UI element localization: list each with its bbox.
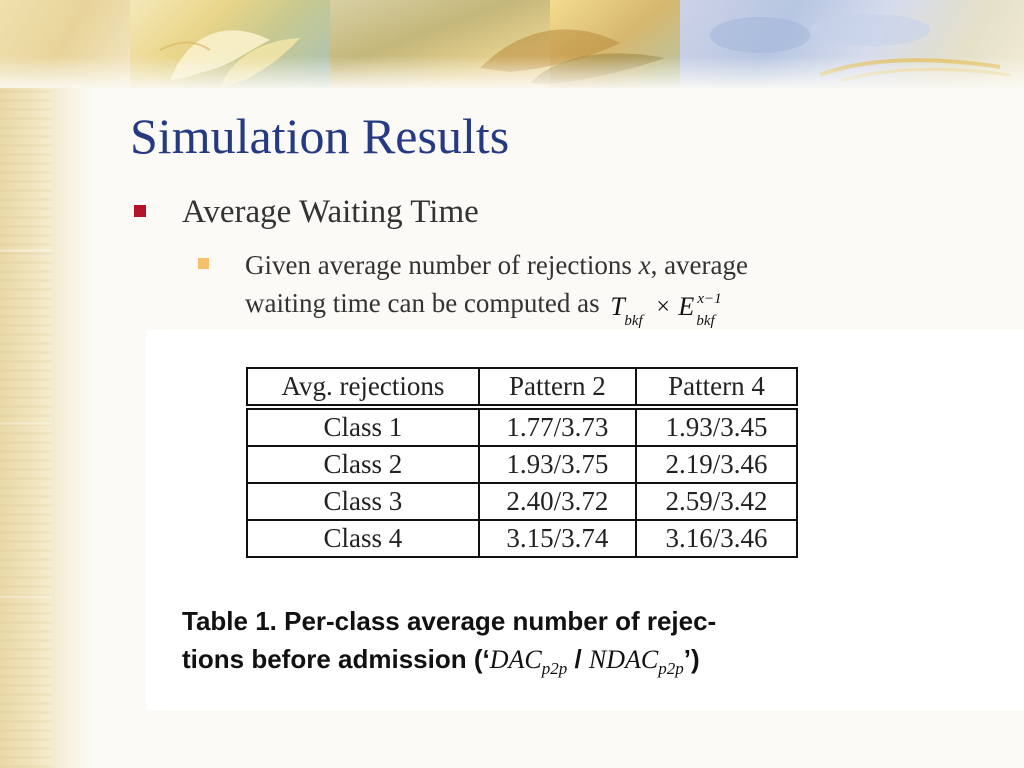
waiting-time-formula: T bkf × E x−1 bkf [606, 284, 726, 329]
bullet-level2-line1: Given average number of rejections x, av… [245, 246, 748, 284]
bullet-square-icon [134, 205, 146, 217]
caption-math-ndac-sub: p2p [658, 659, 684, 679]
bullet-level2-part1: Given average number of rejections [245, 250, 639, 280]
variable-x: x [638, 250, 651, 280]
table-header-row: Avg. rejections Pattern 2 Pattern 4 [246, 367, 799, 410]
caption-math-dac-base: DAC [489, 645, 542, 674]
table-cell: Class 2 [246, 445, 480, 484]
table-header-cell: Pattern 4 [634, 367, 799, 410]
table-cell: Class 4 [246, 519, 480, 558]
caption-suffix: ’) [683, 644, 700, 674]
bullet-level1-text: Average Waiting Time [182, 194, 479, 230]
caption-separator: / [567, 644, 589, 674]
table-header-cell: Pattern 2 [477, 367, 637, 410]
bullet-level2: Given average number of rejections x, av… [196, 246, 916, 330]
table-cell: Class 1 [246, 406, 480, 447]
banner-fade [0, 56, 1024, 88]
caption-line2: tions before admission (‘DACp2p / NDACp2… [182, 640, 882, 688]
formula-E: E [678, 292, 695, 321]
top-decorative-banner [0, 0, 1024, 88]
table-row: Class 1 1.77/3.73 1.93/3.45 [246, 406, 799, 447]
bullet-level2-text: Given average number of rejections x, av… [245, 246, 748, 329]
table-cell: 1.77/3.73 [477, 406, 637, 447]
formula-T: T [610, 292, 625, 321]
rejections-table: Avg. rejections Pattern 2 Pattern 4 Clas… [246, 367, 799, 558]
table-row: Class 2 1.93/3.75 2.19/3.46 [246, 445, 799, 484]
bullet-level1: Average Waiting Time [130, 192, 830, 232]
bullet-level2-line2: waiting time can be computed as T bkf × … [245, 284, 748, 329]
table-cell: 3.16/3.46 [634, 519, 799, 558]
table-cell: 3.15/3.74 [477, 519, 637, 558]
caption-line1: Table 1. Per-class average number of rej… [182, 606, 717, 636]
table-cell: 2.59/3.42 [634, 482, 799, 521]
table-cell: 1.93/3.75 [477, 445, 637, 484]
table-row: Class 3 2.40/3.72 2.59/3.42 [246, 482, 799, 521]
caption-math-ndac: NDACp2p [588, 645, 684, 678]
table-cell: 1.93/3.45 [634, 406, 799, 447]
caption-line2-prefix: tions before admission (‘ [182, 644, 490, 674]
caption-math-dac-sub: p2p [541, 659, 568, 679]
formula-E-subscript: bkf [696, 313, 715, 329]
caption-math-dac: DACp2p [489, 645, 568, 678]
table-row: Class 4 3.15/3.74 3.16/3.46 [246, 519, 799, 558]
table-header-cell: Avg. rejections [246, 367, 480, 410]
table-caption: Table 1. Per-class average number of rej… [182, 602, 882, 688]
table-cell: 2.40/3.72 [477, 482, 637, 521]
left-strip-fade [52, 0, 92, 768]
formula-times-operator: × [656, 294, 670, 320]
slide-title: Simulation Results [130, 108, 510, 164]
bullet-level2-line2-text: waiting time can be computed as [245, 288, 600, 318]
bullet-square-icon [198, 258, 209, 269]
caption-math-ndac-base: NDAC [588, 645, 659, 674]
table-cell: Class 3 [246, 482, 480, 521]
left-parchment-strip [0, 0, 52, 768]
bullet-level2-part2: , average [650, 250, 749, 280]
formula-T-subscript: bkf [624, 313, 643, 329]
formula-E-superscript: x−1 [697, 291, 722, 307]
table-cell: 2.19/3.46 [634, 445, 799, 484]
